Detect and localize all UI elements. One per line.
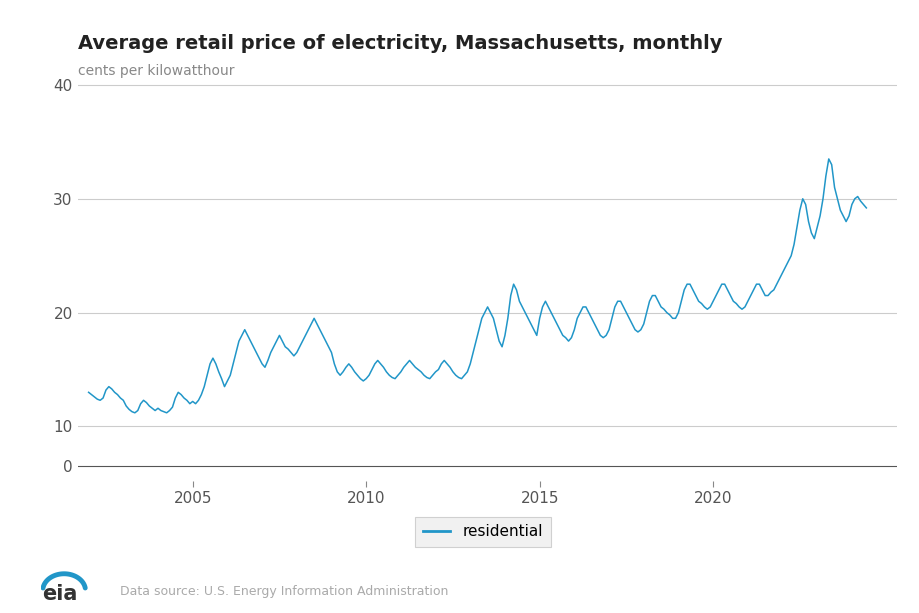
Text: Average retail price of electricity, Massachusetts, monthly: Average retail price of electricity, Mas… xyxy=(78,34,722,53)
Text: Data source: U.S. Energy Information Administration: Data source: U.S. Energy Information Adm… xyxy=(119,585,448,598)
Text: cents per kilowatthour: cents per kilowatthour xyxy=(78,64,234,78)
Legend: residential: residential xyxy=(414,517,550,547)
Text: eia: eia xyxy=(42,584,78,604)
